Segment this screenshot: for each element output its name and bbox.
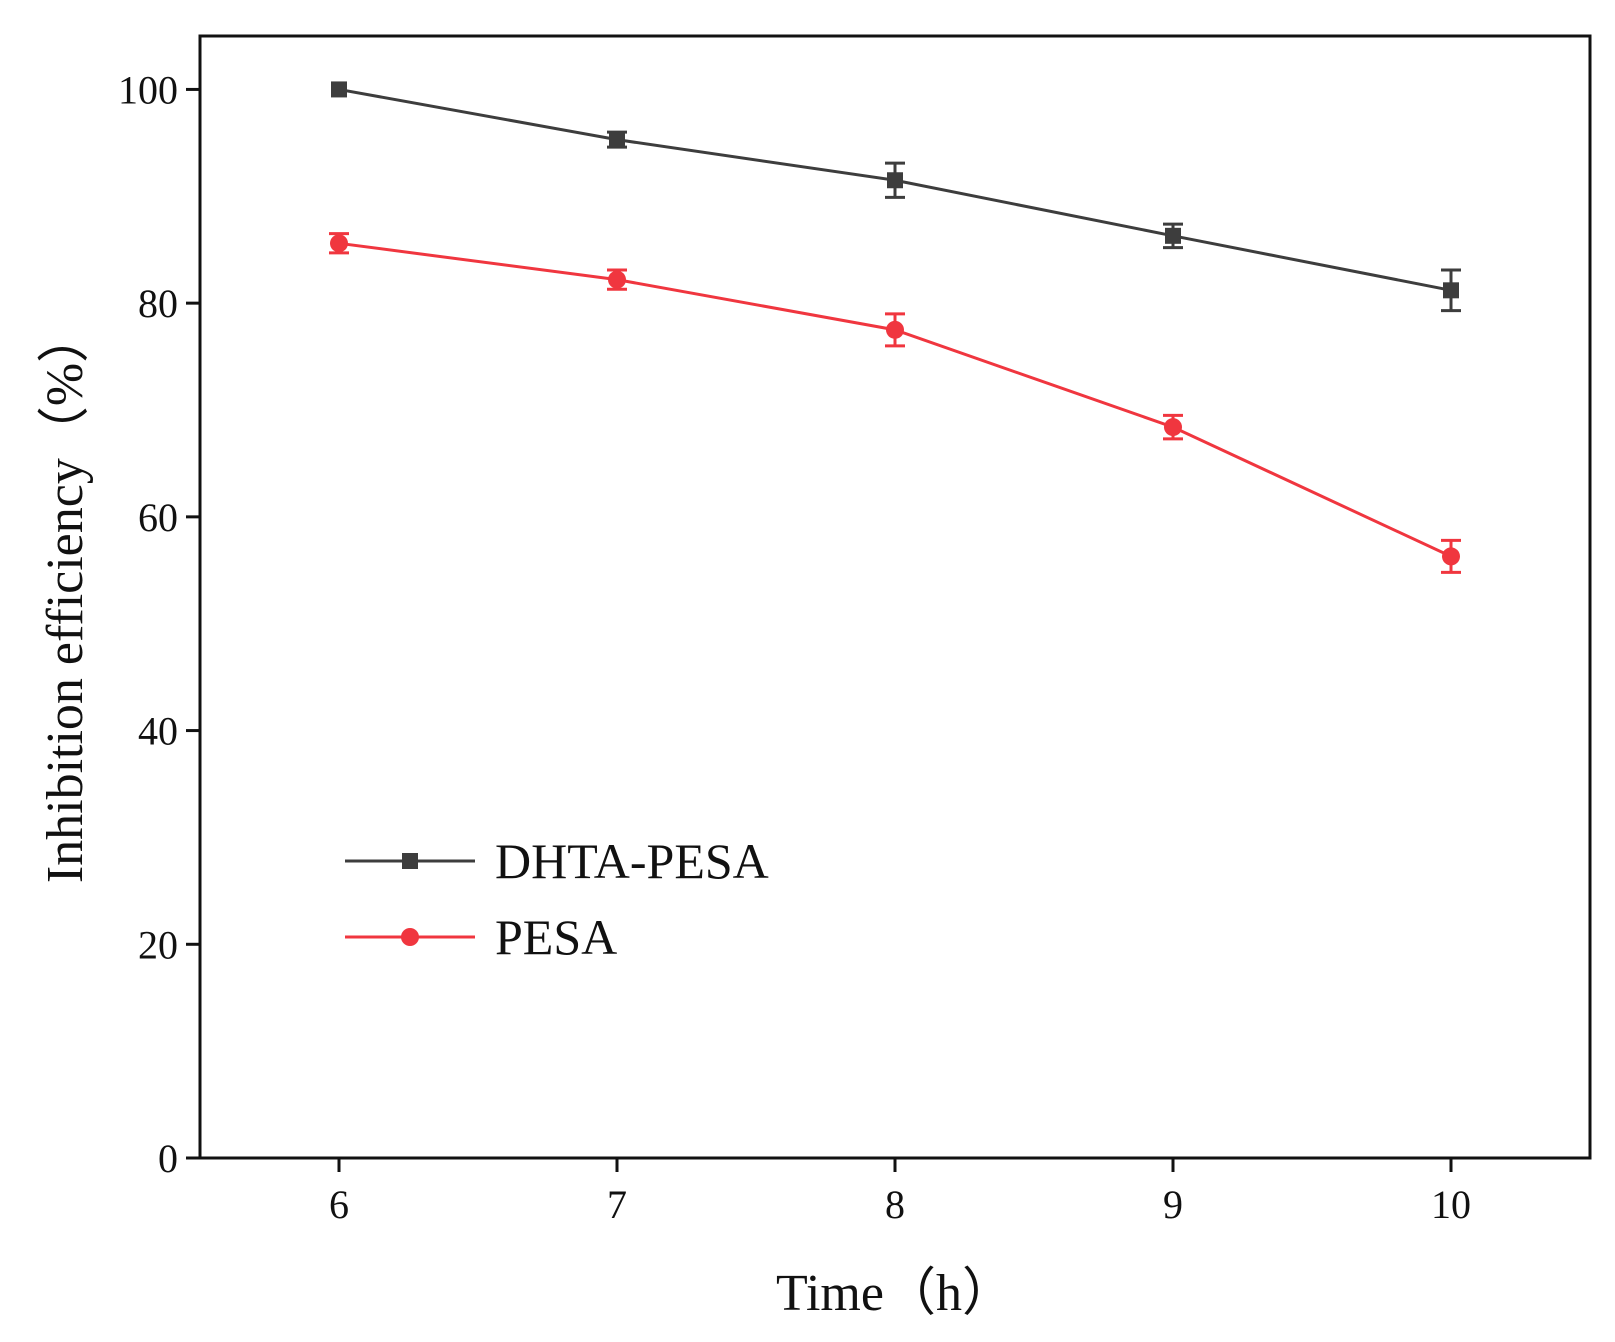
legend-label: DHTA-PESA [495,833,769,889]
data-point [608,270,626,289]
legend: DHTA-PESA PESA [345,833,769,965]
legend-item: DHTA-PESA [345,833,769,889]
y-tick-label: 40 [138,709,178,754]
series-dhta-pesa [331,81,1461,313]
series-layer [329,81,1461,574]
y-axis-title: Inhibition efficiency（%） [37,311,94,883]
y-axis: 0 20 40 60 80 100 [118,67,200,1181]
legend-label: PESA [495,909,617,965]
x-tick-label: 7 [607,1182,627,1227]
x-axis-title: Time（h） [776,1265,1014,1322]
legend-marker [401,928,419,946]
y-tick-label: 60 [138,495,178,540]
data-point [330,234,348,253]
plot-frame [198,34,1592,1160]
y-tick-label: 100 [118,67,178,112]
data-point [331,81,347,98]
x-tick-label: 8 [885,1182,905,1227]
legend-marker [402,853,418,869]
y-tick-label: 0 [158,1136,178,1181]
data-point [1442,547,1460,566]
data-point [886,320,904,339]
x-tick-label: 10 [1431,1182,1471,1227]
plot-area [198,34,1592,1160]
y-tick-label: 80 [138,281,178,326]
data-point [887,172,903,189]
x-tick-label: 6 [329,1182,349,1227]
legend-item: PESA [345,909,617,965]
series-line [338,241,1452,558]
series-pesa [329,232,1461,574]
data-point [609,131,625,148]
data-point [1164,418,1182,437]
x-axis: 6 7 8 9 10 [329,1158,1471,1227]
data-point [1443,282,1459,299]
y-tick-label: 20 [138,922,178,967]
x-tick-label: 9 [1163,1182,1183,1227]
data-point [1165,227,1181,244]
